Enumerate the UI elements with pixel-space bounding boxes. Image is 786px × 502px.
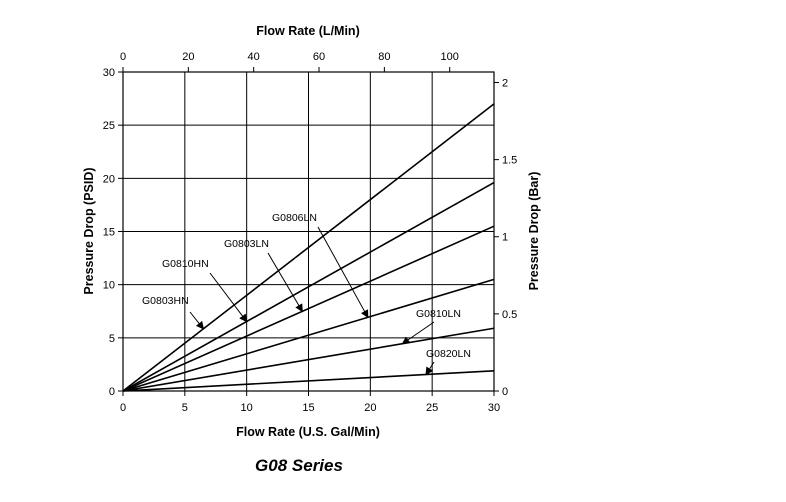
callout-arrow-g0820ln <box>425 361 435 376</box>
callout-arrow-g0806ln <box>317 226 369 319</box>
y-tick-label: 0 <box>109 386 115 398</box>
y2-tick-label: 0 <box>502 386 508 398</box>
x2-tick-label: 80 <box>378 51 390 63</box>
series-label-g0803hn: G0803HN <box>142 295 189 307</box>
x-tick-label: 30 <box>488 402 500 414</box>
series-label-g0803ln: G0803LN <box>224 238 269 250</box>
y2-axis-title: Pressure Drop (Bar) <box>527 172 541 291</box>
x2-tick-label: 20 <box>182 51 194 63</box>
y-tick-label: 20 <box>103 173 115 185</box>
callout-arrow-g0810ln <box>401 321 435 345</box>
x-tick-label: 5 <box>182 402 188 414</box>
y-tick-label: 30 <box>103 67 115 79</box>
x2-tick-label: 0 <box>120 51 126 63</box>
y-tick-label: 25 <box>103 120 115 132</box>
callout-arrow-g0803hn <box>189 311 205 330</box>
y2-tick-label: 2 <box>502 77 508 89</box>
series-line-g0803hn <box>122 103 495 392</box>
chart-caption: G08 Series <box>255 456 343 475</box>
series-lines <box>122 103 495 392</box>
y-tick-label: 5 <box>109 333 115 345</box>
series-line-g0803ln <box>122 225 495 392</box>
series-label-g0806ln: G0806LN <box>272 212 317 224</box>
series-label-g0810ln: G0810LN <box>416 308 461 320</box>
x-tick-label: 0 <box>120 402 126 414</box>
x-tick-label: 15 <box>302 402 314 414</box>
series-line-g0810hn <box>122 181 495 392</box>
y2-tick-label: 1.5 <box>502 155 517 167</box>
callout-arrow-g0810hn <box>209 272 248 323</box>
y-axis-title: Pressure Drop (PSID) <box>82 167 96 294</box>
x-axis-title: Flow Rate (U.S. Gal/Min) <box>236 425 380 439</box>
series-label-g0820ln: G0820LN <box>426 348 471 360</box>
y-tick-label: 10 <box>103 280 115 292</box>
series-line-g0806ln <box>122 278 495 392</box>
y-tick-label: 15 <box>103 227 115 239</box>
x2-tick-label: 40 <box>248 51 260 63</box>
x2-tick-label: 100 <box>441 51 459 63</box>
series-label-g0810hn: G0810HN <box>162 258 209 270</box>
x2-tick-label: 60 <box>313 51 325 63</box>
series-line-g0810ln <box>122 327 495 392</box>
grid <box>122 71 495 392</box>
x2-axis-title: Flow Rate (L/Min) <box>256 24 359 38</box>
x-tick-label: 10 <box>241 402 253 414</box>
x-tick-label: 20 <box>364 402 376 414</box>
y2-tick-label: 0.5 <box>502 309 517 321</box>
callout-arrow-g0803ln <box>267 252 303 313</box>
callouts: G0803HN G0810HN G0803LN G0806LN G0810LN G0820… <box>142 212 471 376</box>
y2-tick-label: 1 <box>502 232 508 244</box>
x-tick-label: 25 <box>426 402 438 414</box>
